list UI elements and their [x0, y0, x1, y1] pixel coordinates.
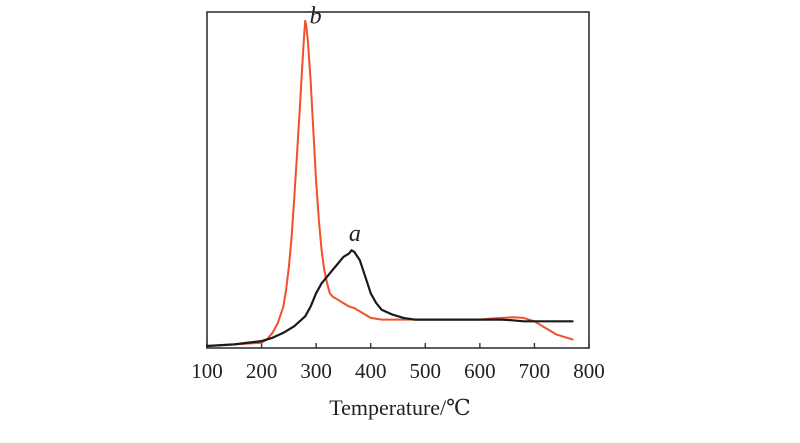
curve-labels: ba [310, 3, 361, 247]
curve-label-b: b [310, 3, 322, 29]
x-tick-label: 500 [410, 359, 442, 383]
series-group [205, 19, 574, 348]
x-tick-label: 800 [573, 359, 605, 383]
x-tick-label: 100 [191, 359, 223, 383]
x-tick-label: 700 [519, 359, 551, 383]
x-tick-label: 200 [246, 359, 278, 383]
x-tick-label: 600 [464, 359, 496, 383]
plot-frame [206, 11, 590, 349]
curve-label-a: a [349, 221, 361, 247]
x-axis-label: Temperature/℃ [329, 395, 471, 420]
x-axis-ticks: 100 200 300 400 500 600 700 800 [191, 343, 605, 383]
x-tick-label: 300 [300, 359, 332, 383]
series-line-a [205, 249, 574, 348]
x-tick-label: 400 [355, 359, 387, 383]
